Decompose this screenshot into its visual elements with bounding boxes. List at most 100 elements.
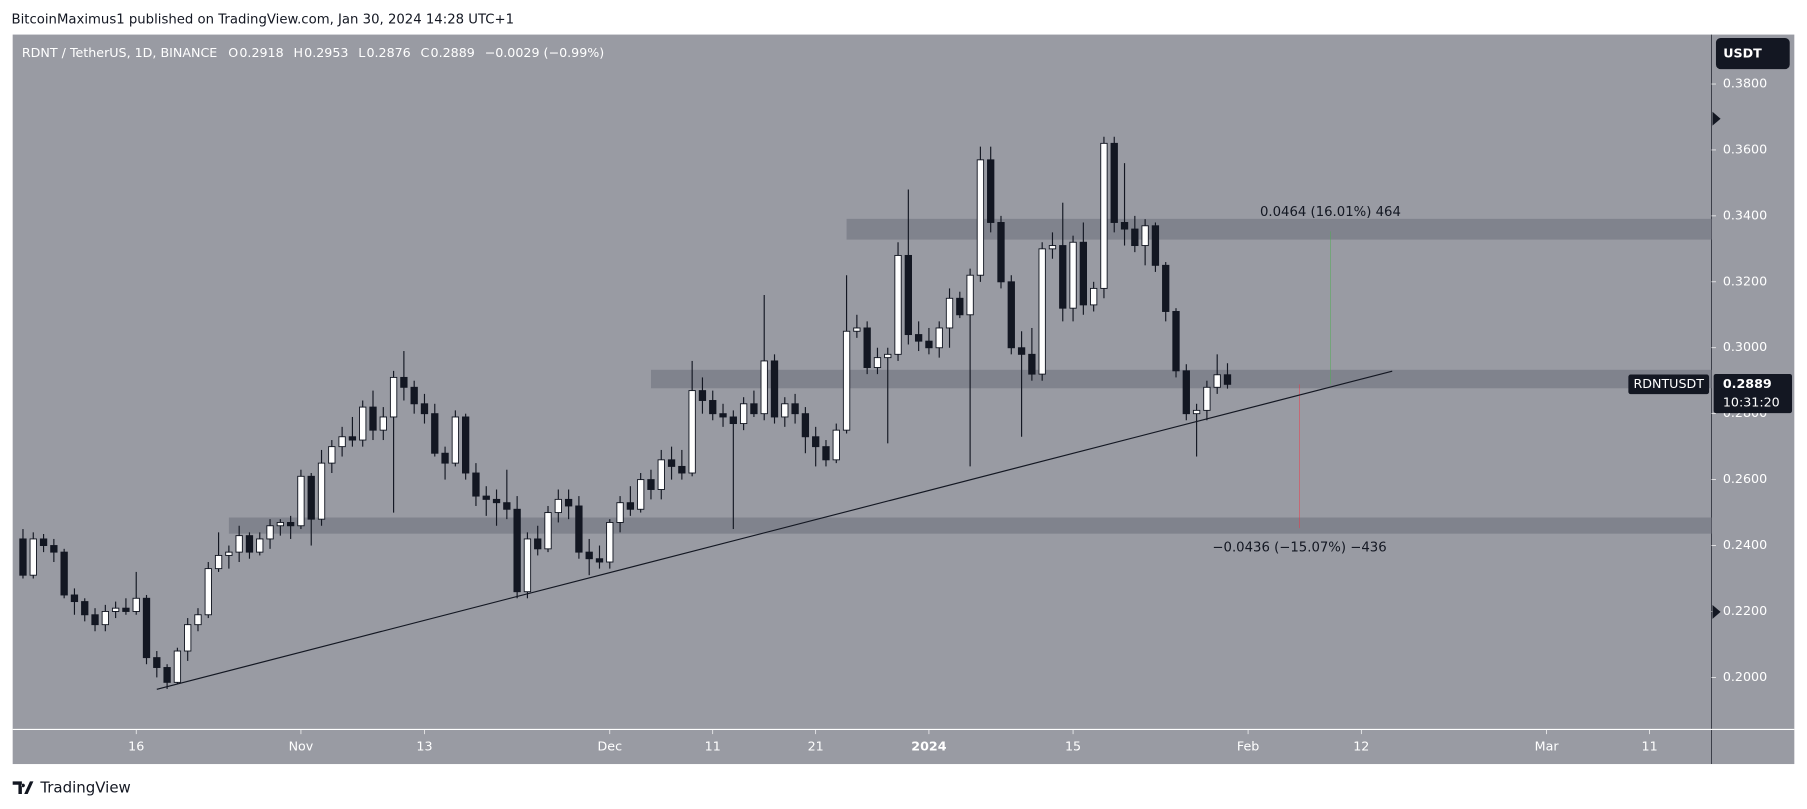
candle-body bbox=[297, 475, 305, 527]
candle-body bbox=[235, 535, 243, 553]
candle-body bbox=[60, 551, 68, 596]
x-tick-label: 11 bbox=[705, 738, 721, 753]
candle-body bbox=[1079, 241, 1088, 306]
candle-body bbox=[616, 502, 624, 523]
candle-body bbox=[647, 479, 655, 490]
candle-body bbox=[1131, 228, 1139, 247]
candle-body bbox=[245, 535, 254, 553]
candle-body bbox=[132, 597, 140, 612]
alert-marker bbox=[1712, 111, 1721, 126]
candle-body bbox=[101, 611, 109, 626]
candle-body bbox=[503, 502, 511, 510]
candle-body bbox=[111, 607, 120, 612]
x-tick-label: 11 bbox=[1642, 738, 1658, 753]
candle-body bbox=[698, 390, 707, 401]
candle-body bbox=[791, 403, 799, 415]
candle-body bbox=[1151, 225, 1160, 266]
candle-body bbox=[39, 538, 48, 546]
candle-body bbox=[925, 340, 933, 349]
candle-body bbox=[842, 330, 851, 431]
candle-body bbox=[50, 545, 58, 553]
symbol-title: RDNT / TetherUS, 1D, BINANCE bbox=[22, 45, 217, 60]
y-tick-label: 0.3400 bbox=[1723, 207, 1767, 222]
y-tick-label: 0.3200 bbox=[1723, 273, 1767, 288]
candle-body bbox=[1141, 225, 1149, 247]
candle-body bbox=[719, 413, 727, 418]
candle-body bbox=[1172, 311, 1180, 372]
legend: RDNT / TetherUS, 1D, BINANCE O0.2918 H0.… bbox=[22, 45, 604, 60]
candle-body bbox=[400, 376, 408, 388]
candle-body bbox=[194, 614, 202, 626]
candle-body bbox=[750, 403, 758, 415]
publish-header: BitcoinMaximus1 published on TradingView… bbox=[12, 13, 515, 28]
candle-body bbox=[956, 297, 964, 316]
candle-body bbox=[29, 538, 37, 576]
candle-body bbox=[214, 554, 223, 570]
candle-body bbox=[1100, 142, 1108, 289]
candle-body bbox=[914, 334, 923, 342]
candle-body bbox=[462, 416, 470, 474]
x-tick-label: Nov bbox=[289, 738, 314, 753]
candle-body bbox=[945, 297, 954, 329]
y-tick-label: 0.3000 bbox=[1723, 339, 1767, 354]
candle-body bbox=[286, 521, 295, 527]
candle-body bbox=[554, 498, 562, 514]
candle-body bbox=[976, 159, 985, 276]
candle-body bbox=[153, 657, 161, 668]
candle-body bbox=[19, 538, 27, 576]
candle-body bbox=[122, 607, 130, 612]
chart-panel bbox=[12, 34, 1795, 765]
candle-body bbox=[966, 274, 974, 316]
brand-name: TradingView bbox=[39, 779, 130, 797]
y-tick-label: 0.2400 bbox=[1723, 537, 1767, 552]
candle-body bbox=[1089, 287, 1098, 306]
x-tick-label: 12 bbox=[1353, 738, 1369, 753]
candle-body bbox=[729, 416, 737, 425]
measure-label: 0.0464 (16.01%) 464 bbox=[1260, 205, 1401, 220]
currency-label[interactable]: USDT bbox=[1723, 46, 1762, 61]
x-tick-label: 21 bbox=[808, 738, 824, 753]
candle-body bbox=[863, 327, 871, 368]
candle-body bbox=[389, 376, 398, 418]
alert-marker bbox=[1712, 605, 1721, 619]
ohlc-value: 0.2918 bbox=[239, 45, 283, 60]
x-tick-label: 15 bbox=[1065, 738, 1081, 753]
symbol-tag-label: RDNTUSDT bbox=[1633, 376, 1704, 391]
candle-body bbox=[1017, 347, 1026, 355]
support-resistance-zone bbox=[650, 369, 1712, 389]
candle-body bbox=[1069, 241, 1077, 309]
candle-body bbox=[276, 521, 284, 527]
candle-body bbox=[781, 403, 789, 418]
candle-body bbox=[1038, 248, 1046, 375]
x-tick-label: 16 bbox=[128, 738, 144, 753]
candle-body bbox=[369, 406, 377, 431]
y-tick-label: 0.2200 bbox=[1723, 603, 1767, 618]
ohlc-letter: H bbox=[293, 45, 303, 60]
countdown: 10:31:20 bbox=[1723, 394, 1780, 409]
price-tag-label: 0.2889 bbox=[1723, 376, 1772, 391]
candle-body bbox=[1007, 281, 1015, 349]
x-tick-label: Mar bbox=[1535, 738, 1560, 753]
x-tick-label: Dec bbox=[598, 738, 623, 753]
candle-body bbox=[812, 436, 820, 448]
symbol-tag bbox=[1628, 374, 1710, 395]
candle-body bbox=[91, 614, 99, 626]
candle-body bbox=[204, 568, 212, 616]
candle-body bbox=[420, 403, 429, 415]
candle-body bbox=[266, 525, 274, 540]
candle-body bbox=[441, 452, 449, 464]
candle-body bbox=[637, 479, 645, 510]
candle-body bbox=[595, 558, 604, 563]
candle-body bbox=[709, 400, 717, 415]
x-tick-label: Feb bbox=[1237, 738, 1259, 753]
candle-body bbox=[142, 597, 151, 659]
candle-body bbox=[585, 551, 593, 560]
candle-body bbox=[225, 551, 233, 556]
currency-button[interactable] bbox=[1715, 38, 1790, 70]
candle-body bbox=[1162, 264, 1170, 312]
candle-body bbox=[688, 390, 696, 474]
candle-body bbox=[832, 429, 840, 461]
candle-body bbox=[667, 459, 676, 467]
candle-body bbox=[513, 508, 521, 593]
